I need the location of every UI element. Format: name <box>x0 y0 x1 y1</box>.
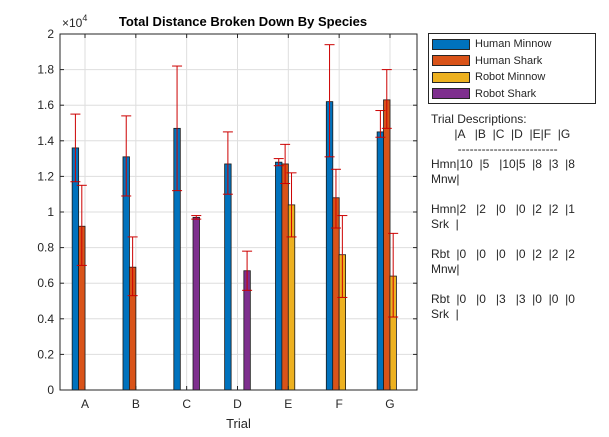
trial-description-line: Rbt |0 |0 |0 |0 |2 |2 |2 <box>431 247 575 261</box>
trial-description-line: Srk | <box>431 217 459 231</box>
legend-label: Robot Shark <box>475 87 537 100</box>
x-tick-label: G <box>385 397 394 411</box>
trial-description-line <box>431 187 607 202</box>
x-tick-label: F <box>335 397 342 411</box>
legend-label: Human Minnow <box>475 38 552 51</box>
legend-swatch <box>432 71 470 83</box>
x-axis-label: Trial <box>226 416 251 431</box>
x-tick-label: A <box>81 397 89 411</box>
legend-swatch <box>432 55 470 67</box>
error-bars <box>70 44 399 318</box>
legend-swatch <box>432 38 470 50</box>
y-tick-label: 1.2 <box>37 169 54 183</box>
y-tick-label: 0 <box>47 383 54 397</box>
trial-descriptions: Trial Descriptions: |A |B |C |D |E|F |G … <box>431 112 607 322</box>
y-tick-label: 1 <box>47 205 54 219</box>
trial-description-line: ------------------------- <box>431 142 558 156</box>
y-tick-label: 1.8 <box>37 63 54 77</box>
trial-description-line: Srk | <box>431 307 459 321</box>
x-tick-label: D <box>233 397 242 411</box>
legend-label: Human Shark <box>475 54 543 67</box>
y-tick-label: 1.4 <box>37 134 54 148</box>
y-tick-label: 0.4 <box>37 312 54 326</box>
bar-human-minnow <box>224 163 232 391</box>
bars <box>71 99 397 391</box>
trial-description-line <box>431 277 607 292</box>
legend-item: Human Shark <box>432 53 592 70</box>
y-tick-label: 0.2 <box>37 347 54 361</box>
x-tick-label: E <box>284 397 292 411</box>
axis-ticks: 0 0.2 0.4 0.6 0.8 1 1.2 1.4 1.6 1.8 2 A B C D E F G <box>37 27 417 411</box>
trial-description-line: Rbt |0 |0 |3 |3 |0 |0 |0 <box>431 292 575 306</box>
x-tick-label: B <box>132 397 140 411</box>
bar-robot-shark <box>192 216 200 391</box>
trial-description-line <box>431 232 607 247</box>
y-tick-label: 1.6 <box>37 98 54 112</box>
chart-title: Total Distance Broken Down By Species <box>119 14 367 29</box>
x-tick-label: C <box>182 397 191 411</box>
legend-item: Robot Shark <box>432 86 592 103</box>
legend-item: Robot Minnow <box>432 69 592 86</box>
y-exponent-label: ×104 <box>62 13 87 30</box>
grid-lines <box>60 34 417 390</box>
y-tick-label: 0.6 <box>37 276 54 290</box>
trial-description-line: Mnw| <box>431 262 460 276</box>
bar-human-minnow <box>71 147 80 391</box>
legend: Human Minnow Human Shark Robot Minnow Robot… <box>428 33 596 104</box>
legend-item: Human Minnow <box>432 36 592 53</box>
y-tick-label: 2 <box>47 27 54 41</box>
legend-swatch <box>432 88 470 100</box>
trial-descriptions-body: |A |B |C |D |E|F |G --------------------… <box>431 127 607 322</box>
y-exponent-power: 4 <box>82 13 87 23</box>
bar-human-minnow <box>275 161 283 391</box>
trial-description-line: Hmn|10 |5 |10|5 |8 |3 |8 <box>431 157 575 171</box>
y-exponent-base: ×10 <box>62 16 83 30</box>
trial-description-line: |A |B |C |D |E|F |G <box>431 127 571 141</box>
trial-description-line: Hmn|2 |2 |0 |0 |2 |2 |1 <box>431 202 575 216</box>
bar-human-minnow <box>376 131 385 391</box>
trial-description-line: Mnw| <box>431 172 460 186</box>
legend-label: Robot Minnow <box>475 71 546 84</box>
bar-human-shark <box>383 99 391 391</box>
trial-descriptions-heading: Trial Descriptions: <box>431 112 527 126</box>
y-tick-label: 0.8 <box>37 241 54 255</box>
bar-human-shark <box>281 163 289 391</box>
